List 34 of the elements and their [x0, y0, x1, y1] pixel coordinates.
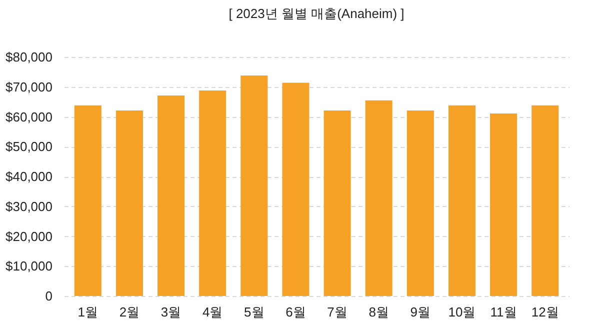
- y-tick-label: $30,000: [6, 198, 52, 214]
- y-tick-label: $70,000: [6, 79, 52, 94]
- x-tick-label: 12월: [531, 304, 559, 320]
- chart-title: [ 2023년 월별 매출(Anaheim) ]: [228, 6, 404, 21]
- x-tick-label: 10월: [448, 304, 476, 320]
- x-tick-label: 7월: [327, 304, 348, 320]
- bar: [365, 100, 392, 296]
- x-tick-label: 9월: [410, 304, 431, 320]
- y-tick-label: $50,000: [6, 139, 52, 154]
- bar: [116, 110, 143, 296]
- y-tick-label: $20,000: [6, 228, 52, 244]
- y-tick-label: $80,000: [6, 50, 52, 64]
- bar: [324, 110, 351, 296]
- bar: [532, 105, 559, 296]
- bar: [282, 82, 310, 296]
- x-tick-label: 8월: [368, 304, 389, 320]
- x-tick-label: 5월: [244, 304, 264, 320]
- x-tick-label: 11월: [490, 304, 517, 320]
- x-tick-label: 3월: [160, 304, 182, 320]
- x-tick-label: 6월: [286, 304, 306, 320]
- y-tick-label: $40,000: [6, 169, 52, 184]
- bar: [490, 113, 518, 296]
- bar: [158, 96, 185, 296]
- y-tick-label: $10,000: [6, 258, 52, 274]
- x-tick-label: 4월: [202, 304, 223, 320]
- y-tick-label: $60,000: [6, 109, 52, 124]
- bar: [74, 105, 102, 296]
- bar: [199, 90, 226, 296]
- bar: [406, 110, 434, 296]
- bar: [240, 76, 268, 296]
- bar: [448, 105, 476, 296]
- x-tick-label: 2월: [119, 304, 140, 320]
- y-tick-label: 0: [45, 288, 52, 304]
- x-tick-label: 1월: [78, 304, 98, 320]
